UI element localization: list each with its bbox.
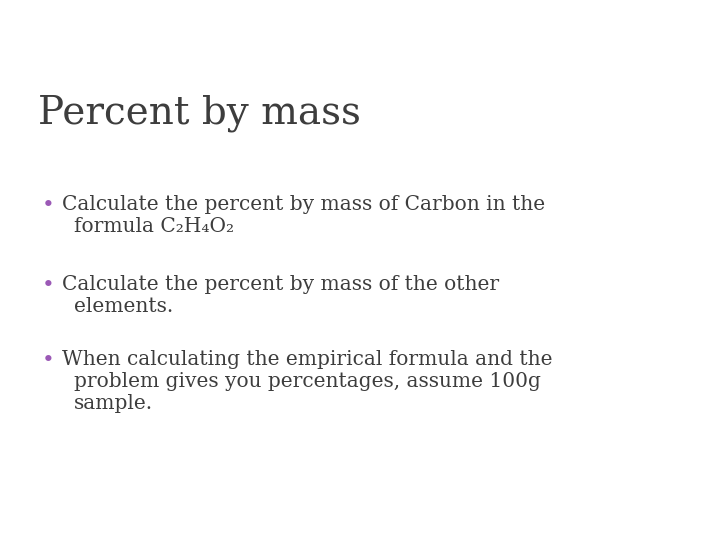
Text: •: • — [42, 350, 55, 370]
Text: sample.: sample. — [74, 394, 153, 413]
Text: •: • — [42, 195, 55, 215]
Text: When calculating the empirical formula and the: When calculating the empirical formula a… — [62, 350, 552, 369]
Text: formula C₂H₄O₂: formula C₂H₄O₂ — [74, 217, 234, 236]
Text: problem gives you percentages, assume 100g: problem gives you percentages, assume 10… — [74, 372, 541, 391]
Text: Calculate the percent by mass of Carbon in the: Calculate the percent by mass of Carbon … — [62, 195, 545, 214]
Text: •: • — [42, 275, 55, 295]
Text: elements.: elements. — [74, 297, 174, 316]
Text: Calculate the percent by mass of the other: Calculate the percent by mass of the oth… — [62, 275, 499, 294]
Text: Percent by mass: Percent by mass — [38, 95, 361, 132]
